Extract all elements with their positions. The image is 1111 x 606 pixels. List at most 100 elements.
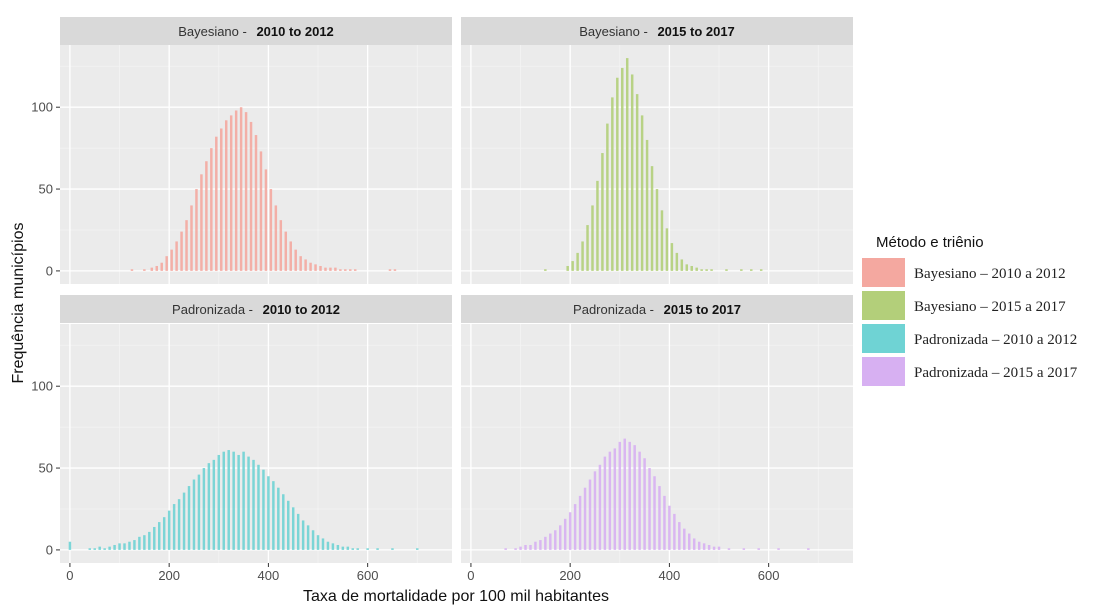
- legend-title: Método e triênio: [876, 234, 984, 251]
- histogram-bar: [544, 269, 547, 271]
- histogram-bar: [68, 541, 72, 550]
- histogram-bar: [277, 487, 280, 550]
- y-tick-label: 0: [46, 542, 53, 557]
- histogram-bar: [534, 541, 537, 550]
- histogram-bar: [663, 495, 666, 550]
- histogram-bar: [643, 458, 646, 550]
- histogram-bar: [210, 148, 213, 271]
- histogram-bar: [670, 243, 674, 271]
- histogram-bar: [224, 120, 228, 271]
- histogram-bar: [354, 269, 357, 271]
- y-tick-label: 100: [31, 379, 53, 394]
- histogram-bar: [658, 486, 661, 550]
- histogram-bar: [272, 481, 275, 550]
- histogram-bar: [578, 495, 582, 550]
- histogram-bar: [393, 269, 397, 271]
- axes-layer: 0 50 100 0 50 100 0 200 400 600 0 200 400 600: [31, 100, 779, 583]
- histogram-bar: [586, 225, 589, 271]
- histogram-bar: [727, 548, 731, 550]
- histogram-bar: [573, 504, 577, 550]
- histogram-bar: [98, 546, 101, 550]
- legend-label: Padronizada – 2010 a 2012: [914, 332, 1077, 348]
- histogram-bar: [138, 536, 141, 550]
- histogram-bar: [351, 548, 354, 550]
- histogram-bar: [264, 169, 268, 271]
- histogram-bar: [566, 265, 569, 271]
- histogram-bar: [301, 520, 305, 550]
- histogram-bar: [143, 535, 146, 550]
- histogram-bar: [807, 548, 810, 550]
- histogram-bar: [576, 252, 579, 271]
- histogram-bar: [222, 451, 225, 550]
- histogram-bar: [539, 540, 542, 550]
- histogram-bar: [376, 548, 379, 550]
- legend-label: Padronizada – 2015 a 2017: [914, 365, 1078, 381]
- histogram-bar: [316, 535, 320, 550]
- histogram-bar: [759, 269, 763, 271]
- histogram-bar: [244, 112, 248, 271]
- facet-strip-method: Padronizada -: [573, 302, 658, 317]
- histogram-bar: [563, 518, 567, 550]
- histogram-bar: [177, 499, 181, 550]
- legend-swatch: [862, 291, 905, 320]
- histogram-bar: [740, 269, 743, 271]
- histogram-bar: [274, 205, 278, 271]
- legend-swatch: [862, 357, 905, 386]
- histogram-bar: [123, 543, 126, 550]
- histogram-bar: [692, 538, 696, 550]
- histogram-bar: [296, 513, 300, 550]
- histogram-bar: [341, 546, 345, 550]
- facet-strip: [461, 17, 853, 45]
- histogram-bar: [640, 115, 644, 271]
- histogram-bar: [103, 548, 106, 550]
- histogram-bar: [655, 189, 659, 271]
- histogram-bar: [128, 541, 131, 550]
- histogram-bar: [606, 123, 609, 271]
- y-axis-title: Frequência municípios: [10, 223, 27, 384]
- legend-swatch: [862, 324, 905, 353]
- x-tick-label: 400: [659, 568, 681, 583]
- histogram-bar: [504, 548, 507, 550]
- histogram-bar: [673, 513, 676, 550]
- legend-swatch: [862, 258, 905, 287]
- histogram-bar: [158, 522, 161, 550]
- histogram-bar: [616, 77, 619, 271]
- histogram-bar: [306, 525, 310, 550]
- histogram-bar: [200, 174, 203, 271]
- facet-strip-period: 2010 to 2012: [263, 302, 340, 317]
- histogram-bar: [665, 228, 669, 271]
- histogram-bar: [688, 533, 691, 550]
- histogram-bar: [366, 548, 369, 550]
- histogram-bar: [259, 151, 263, 271]
- histogram-bar: [683, 528, 686, 550]
- y-tick-label: 50: [39, 461, 53, 476]
- histogram-bar: [239, 107, 243, 271]
- histogram-bar: [712, 546, 716, 550]
- histogram-bar: [388, 269, 392, 271]
- histogram-bar: [757, 548, 760, 550]
- histogram-bar: [294, 249, 297, 271]
- histogram-bar: [717, 546, 721, 550]
- facet-strip-method: Bayesiano -: [178, 24, 250, 39]
- histogram-bar: [680, 259, 684, 271]
- panel-background: [461, 324, 853, 563]
- histogram-bar: [596, 180, 599, 271]
- facet-strip-label: Padronizada - 2015 to 2017: [573, 302, 741, 317]
- histogram-bar: [581, 241, 584, 271]
- histogram-bar: [162, 517, 166, 550]
- histogram-bar: [319, 265, 322, 271]
- histogram-bar: [349, 269, 352, 271]
- histogram-bar: [195, 189, 198, 271]
- histogram-bar: [334, 267, 337, 271]
- y-tick-label: 0: [46, 263, 53, 278]
- histogram-bar: [690, 265, 693, 271]
- histogram-bar: [155, 265, 158, 271]
- histogram-bar: [618, 441, 622, 550]
- histogram-bar: [675, 252, 679, 271]
- histogram-bar: [150, 267, 154, 271]
- histogram-bar: [702, 543, 706, 550]
- x-tick-label: 200: [158, 568, 180, 583]
- histogram-bar: [143, 269, 146, 271]
- histogram-bar: [170, 249, 173, 271]
- histogram-bar: [650, 166, 654, 271]
